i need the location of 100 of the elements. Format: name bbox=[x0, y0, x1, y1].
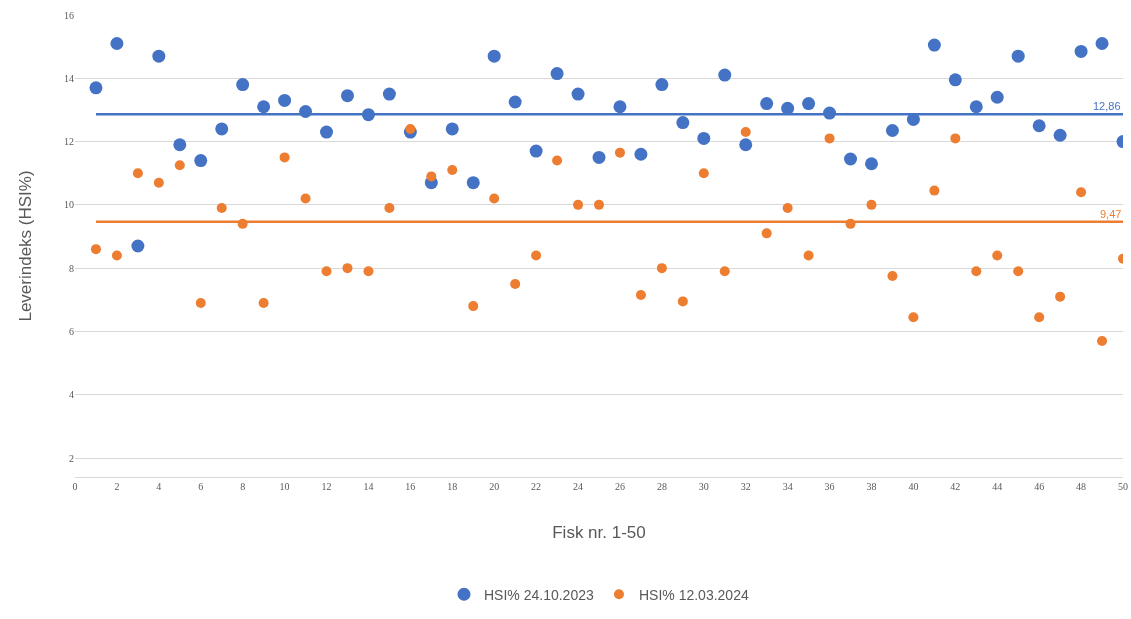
point bbox=[908, 312, 919, 323]
ref-line-label: 12,86 bbox=[1093, 100, 1121, 112]
x-tick-label: 36 bbox=[824, 481, 835, 492]
x-tick-label: 8 bbox=[240, 481, 246, 492]
point bbox=[279, 152, 290, 163]
x-tick-label: 44 bbox=[992, 481, 1003, 492]
point bbox=[405, 123, 416, 134]
point bbox=[466, 176, 480, 190]
y-tick-label: 12 bbox=[64, 136, 74, 148]
point bbox=[529, 144, 543, 158]
point bbox=[426, 171, 437, 182]
point bbox=[258, 297, 269, 308]
point bbox=[300, 193, 311, 204]
point bbox=[824, 133, 835, 144]
x-tick-label: 6 bbox=[198, 481, 204, 492]
point bbox=[866, 199, 877, 210]
point bbox=[992, 250, 1003, 261]
point bbox=[803, 250, 814, 261]
point bbox=[487, 49, 501, 63]
point bbox=[971, 266, 982, 277]
point bbox=[278, 93, 292, 107]
point bbox=[257, 100, 271, 114]
point bbox=[111, 250, 122, 261]
y-tick-label: 14 bbox=[64, 72, 74, 84]
point bbox=[489, 193, 500, 204]
point bbox=[1095, 36, 1109, 50]
point bbox=[508, 95, 522, 109]
y-tick-label: 16 bbox=[64, 9, 74, 21]
y-tick-label: 4 bbox=[69, 389, 74, 401]
point bbox=[740, 127, 751, 138]
point bbox=[613, 100, 627, 114]
y-tick-label: 10 bbox=[64, 199, 74, 211]
point bbox=[89, 81, 103, 95]
point bbox=[948, 73, 962, 87]
point bbox=[384, 203, 395, 214]
x-tick-label: 16 bbox=[405, 481, 416, 492]
x-tick-label: 48 bbox=[1076, 481, 1087, 492]
point bbox=[844, 152, 858, 166]
y-tick-label: 6 bbox=[69, 325, 74, 337]
point bbox=[781, 101, 795, 115]
point bbox=[90, 244, 101, 255]
point bbox=[718, 68, 732, 82]
x-tick-label: 18 bbox=[447, 481, 458, 492]
y-tick-label: 2 bbox=[69, 452, 74, 464]
point bbox=[342, 263, 353, 274]
point bbox=[571, 87, 585, 101]
point bbox=[677, 296, 688, 307]
point bbox=[719, 266, 730, 277]
point bbox=[468, 301, 479, 312]
x-tick-label: 10 bbox=[279, 481, 290, 492]
point bbox=[131, 239, 145, 253]
point bbox=[132, 168, 143, 179]
point bbox=[510, 278, 521, 289]
point bbox=[697, 131, 711, 145]
y-axis-title: Leverindeks (HSI%) bbox=[16, 170, 35, 322]
x-tick-label: 42 bbox=[950, 481, 961, 492]
point bbox=[531, 250, 542, 261]
point bbox=[320, 125, 334, 139]
x-tick-label: 12 bbox=[321, 481, 332, 492]
point bbox=[363, 266, 374, 277]
point bbox=[1074, 44, 1088, 58]
point bbox=[216, 203, 227, 214]
point bbox=[215, 122, 229, 136]
x-tick-label: 22 bbox=[531, 481, 542, 492]
point bbox=[321, 266, 332, 277]
point bbox=[1032, 119, 1046, 133]
point bbox=[1011, 49, 1025, 63]
x-tick-label: 4 bbox=[156, 481, 162, 492]
point bbox=[1097, 335, 1108, 346]
point bbox=[1013, 266, 1024, 277]
point bbox=[594, 199, 604, 210]
ref-line-label: 9,47 bbox=[1100, 208, 1122, 220]
point bbox=[1076, 187, 1087, 198]
point bbox=[340, 89, 354, 103]
point bbox=[447, 165, 458, 176]
point bbox=[864, 157, 878, 171]
x-tick-label: 50 bbox=[1118, 481, 1128, 492]
x-tick-label: 2 bbox=[114, 481, 120, 492]
point bbox=[152, 49, 166, 63]
point bbox=[1053, 128, 1067, 142]
x-tick-label: 46 bbox=[1034, 481, 1045, 492]
x-tick-label: 26 bbox=[614, 481, 625, 492]
x-tick-label: 20 bbox=[489, 481, 500, 492]
point bbox=[174, 160, 185, 171]
point bbox=[739, 138, 753, 152]
x-tick-label: 24 bbox=[573, 481, 584, 492]
point bbox=[761, 228, 772, 239]
point bbox=[969, 100, 983, 114]
point bbox=[927, 38, 941, 52]
point bbox=[236, 78, 250, 92]
point bbox=[950, 133, 961, 144]
point bbox=[592, 150, 606, 164]
point bbox=[885, 124, 899, 137]
x-tick-label: 40 bbox=[908, 481, 919, 492]
point bbox=[1034, 312, 1045, 323]
point bbox=[552, 155, 563, 166]
point bbox=[990, 90, 1004, 104]
point bbox=[656, 263, 667, 274]
x-tick-label: 34 bbox=[782, 481, 793, 492]
x-tick-label: 28 bbox=[656, 481, 667, 492]
